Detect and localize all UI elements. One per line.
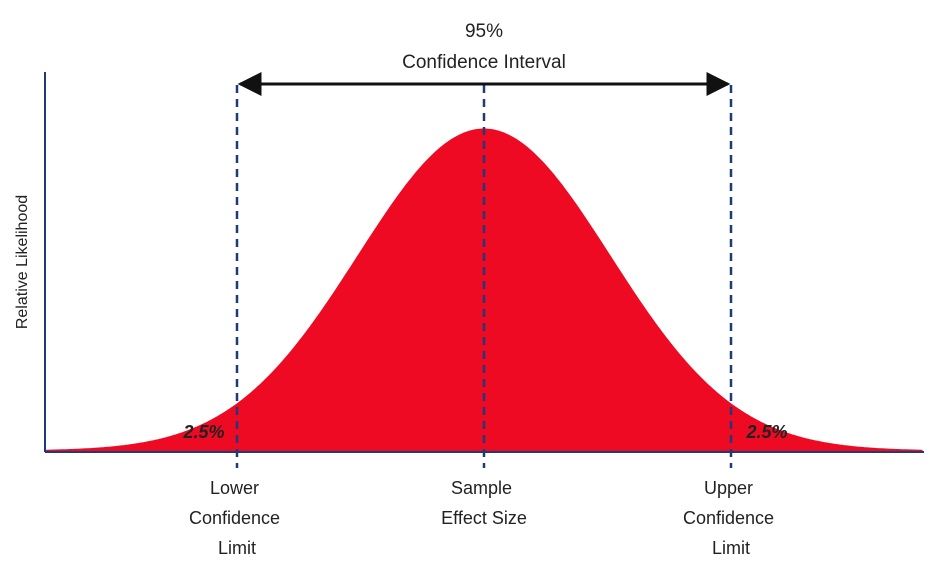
right-tail-label: 2.5%: [745, 422, 787, 442]
upper-limit-line-2: Confidence: [683, 508, 774, 528]
lower-limit-line-2: Confidence: [189, 508, 280, 528]
upper-limit-label: Upper Confidence Limit: [683, 478, 779, 558]
left-tail-label: 2.5%: [182, 422, 224, 442]
lower-limit-line-3: Limit: [218, 538, 256, 558]
center-line-2: Effect Size: [441, 508, 527, 528]
bell-curve-area: [45, 128, 923, 452]
interval-title: Confidence Interval: [402, 52, 566, 73]
lower-limit-label: Lower Confidence Limit: [189, 478, 285, 558]
lower-limit-line-1: Lower: [210, 478, 259, 498]
sample-effect-size-label: Sample Effect Size: [441, 478, 527, 528]
interval-percent: 95%: [465, 21, 503, 42]
upper-limit-line-1: Upper: [704, 478, 753, 498]
center-line-1: Sample: [451, 478, 512, 498]
upper-limit-line-3: Limit: [712, 538, 750, 558]
y-axis-label: Relative Likelihood: [14, 195, 31, 329]
